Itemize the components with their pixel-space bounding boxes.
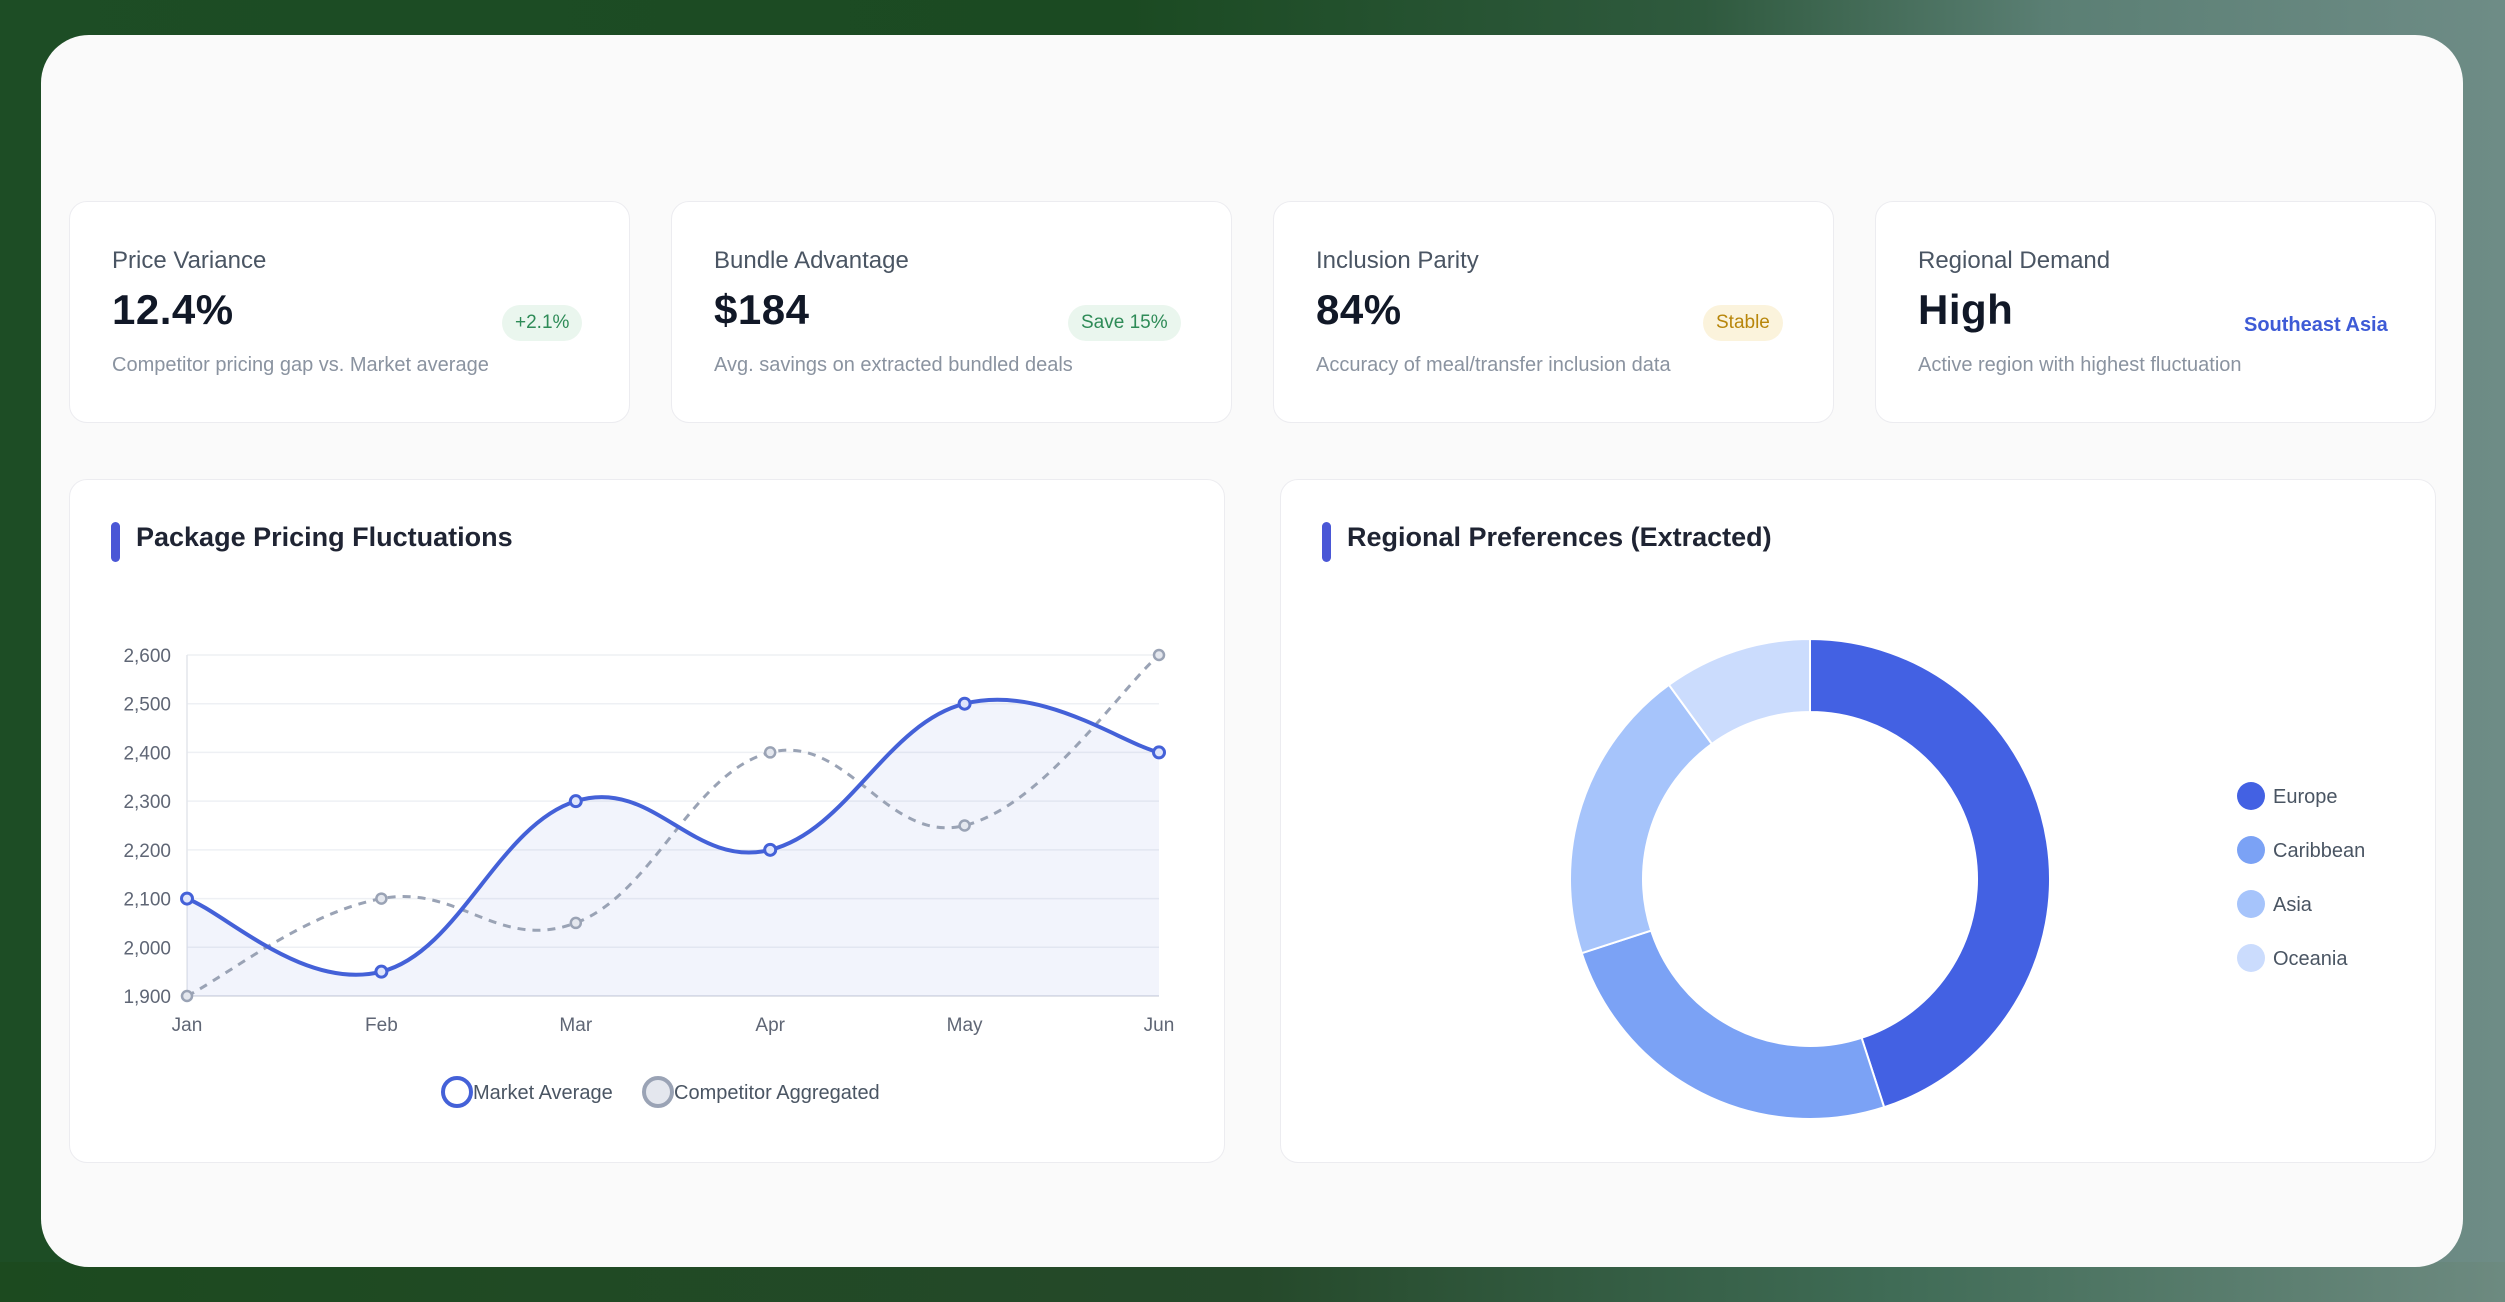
stat-title: Bundle Advantage xyxy=(714,247,909,274)
dashboard-panel: Price Variance 12.4% +2.1% Competitor pr… xyxy=(41,35,2463,1267)
donut-chart: Europe Caribbean Asia Oceania xyxy=(1569,637,2365,1121)
stat-value: 12.4% xyxy=(112,286,234,333)
x-tick-label: Mar xyxy=(559,1015,592,1036)
line-chart: 2,600 2,500 2,400 2,300 2,200 2,100 2,000 1,900… xyxy=(123,646,1175,1108)
stat-value: 84% xyxy=(1316,286,1402,333)
y-tick-label: 2,200 xyxy=(123,841,171,862)
stat-card-regional-demand: Regional Demand High Southeast Asia Acti… xyxy=(1875,201,2436,423)
market-point[interactable] xyxy=(180,891,194,906)
legend-label-europe[interactable]: Europe xyxy=(2273,786,2338,808)
stat-description: Active region with highest fluctuation xyxy=(1918,354,2242,376)
section-title: Package Pricing Fluctuations xyxy=(136,522,513,552)
legend-label-competitor[interactable]: Competitor Aggregated xyxy=(674,1082,880,1104)
market-point[interactable] xyxy=(568,794,583,809)
legend-label-caribbean[interactable]: Caribbean xyxy=(2273,840,2365,862)
section-accent-bar xyxy=(111,522,120,562)
legend-label-asia[interactable]: Asia xyxy=(2273,894,2313,916)
stat-description: Accuracy of meal/transfer inclusion data xyxy=(1316,354,1671,376)
x-tick-label: Feb xyxy=(365,1015,398,1036)
market-point[interactable] xyxy=(763,842,778,857)
competitor-point[interactable] xyxy=(1152,648,1166,662)
y-tick-label: 2,500 xyxy=(123,695,171,716)
legend-marker-competitor[interactable] xyxy=(642,1076,674,1108)
background-strip xyxy=(0,1262,2505,1302)
stat-value: $184 xyxy=(714,286,810,333)
legend-marker-market-average[interactable] xyxy=(441,1076,473,1108)
y-tick-label: 2,000 xyxy=(123,938,171,959)
y-tick-label: 2,300 xyxy=(123,792,171,813)
market-point[interactable] xyxy=(957,696,972,711)
legend-marker-caribbean[interactable] xyxy=(2237,836,2265,864)
donut-slice-oceania[interactable] xyxy=(1667,637,1811,746)
stat-description: Avg. savings on extracted bundled deals xyxy=(714,354,1073,376)
section-title: Regional Preferences (Extracted) xyxy=(1347,522,1772,552)
x-tick-label: Jan xyxy=(172,1015,203,1036)
market-point[interactable] xyxy=(1152,745,1166,760)
market-average-area xyxy=(187,699,1159,996)
y-tick-label: 2,600 xyxy=(123,646,171,667)
legend-label-market-average[interactable]: Market Average xyxy=(473,1082,613,1104)
status-badge: +2.1% xyxy=(502,305,583,341)
stat-card-inclusion-parity: Inclusion Parity 84% Stable Accuracy of … xyxy=(1273,201,1834,423)
donut-slice-europe[interactable] xyxy=(1809,637,2051,1109)
donut-slice-caribbean[interactable] xyxy=(1580,929,1886,1121)
stat-title: Price Variance xyxy=(112,247,267,274)
x-tick-label: Apr xyxy=(755,1015,785,1036)
donut-chart-card: Regional Preferences (Extracted) Europe C… xyxy=(1280,479,2436,1163)
competitor-point[interactable] xyxy=(569,916,583,930)
competitor-point[interactable] xyxy=(180,989,194,1003)
competitor-point[interactable] xyxy=(958,819,971,832)
market-average-line xyxy=(186,697,1160,977)
legend-marker-asia[interactable] xyxy=(2237,890,2265,918)
stat-title: Inclusion Parity xyxy=(1316,247,1479,274)
y-tick-label: 2,400 xyxy=(123,743,171,764)
region-label: Southeast Asia xyxy=(2244,314,2388,336)
section-accent-bar xyxy=(1322,522,1331,562)
legend-marker-europe[interactable] xyxy=(2237,782,2265,810)
competitor-point[interactable] xyxy=(763,746,777,759)
x-tick-label: May xyxy=(947,1015,983,1036)
y-tick-label: 2,100 xyxy=(123,890,171,911)
stat-title: Regional Demand xyxy=(1918,247,2111,274)
y-tick-label: 1,900 xyxy=(123,987,171,1008)
stat-card-bundle-advantage: Bundle Advantage $184 Save 15% Avg. savi… xyxy=(671,201,1232,423)
status-badge: Stable xyxy=(1703,305,1783,341)
competitor-point[interactable] xyxy=(375,892,388,905)
line-chart-card: Package Pricing Fluctuations 2,600 2,500 2… xyxy=(69,479,1225,1163)
legend-label-oceania[interactable]: Oceania xyxy=(2273,948,2348,970)
donut-slice-asia[interactable] xyxy=(1569,683,1714,955)
stat-card-price-variance: Price Variance 12.4% +2.1% Competitor pr… xyxy=(69,201,630,423)
legend-marker-oceania[interactable] xyxy=(2237,944,2265,972)
stat-description: Competitor pricing gap vs. Market averag… xyxy=(112,354,489,376)
status-badge: Save 15% xyxy=(1068,305,1181,341)
competitor-aggregated-line xyxy=(186,653,1160,998)
stat-value: High xyxy=(1918,286,2014,333)
x-tick-label: Jun xyxy=(1144,1015,1175,1036)
market-point[interactable] xyxy=(374,964,389,979)
